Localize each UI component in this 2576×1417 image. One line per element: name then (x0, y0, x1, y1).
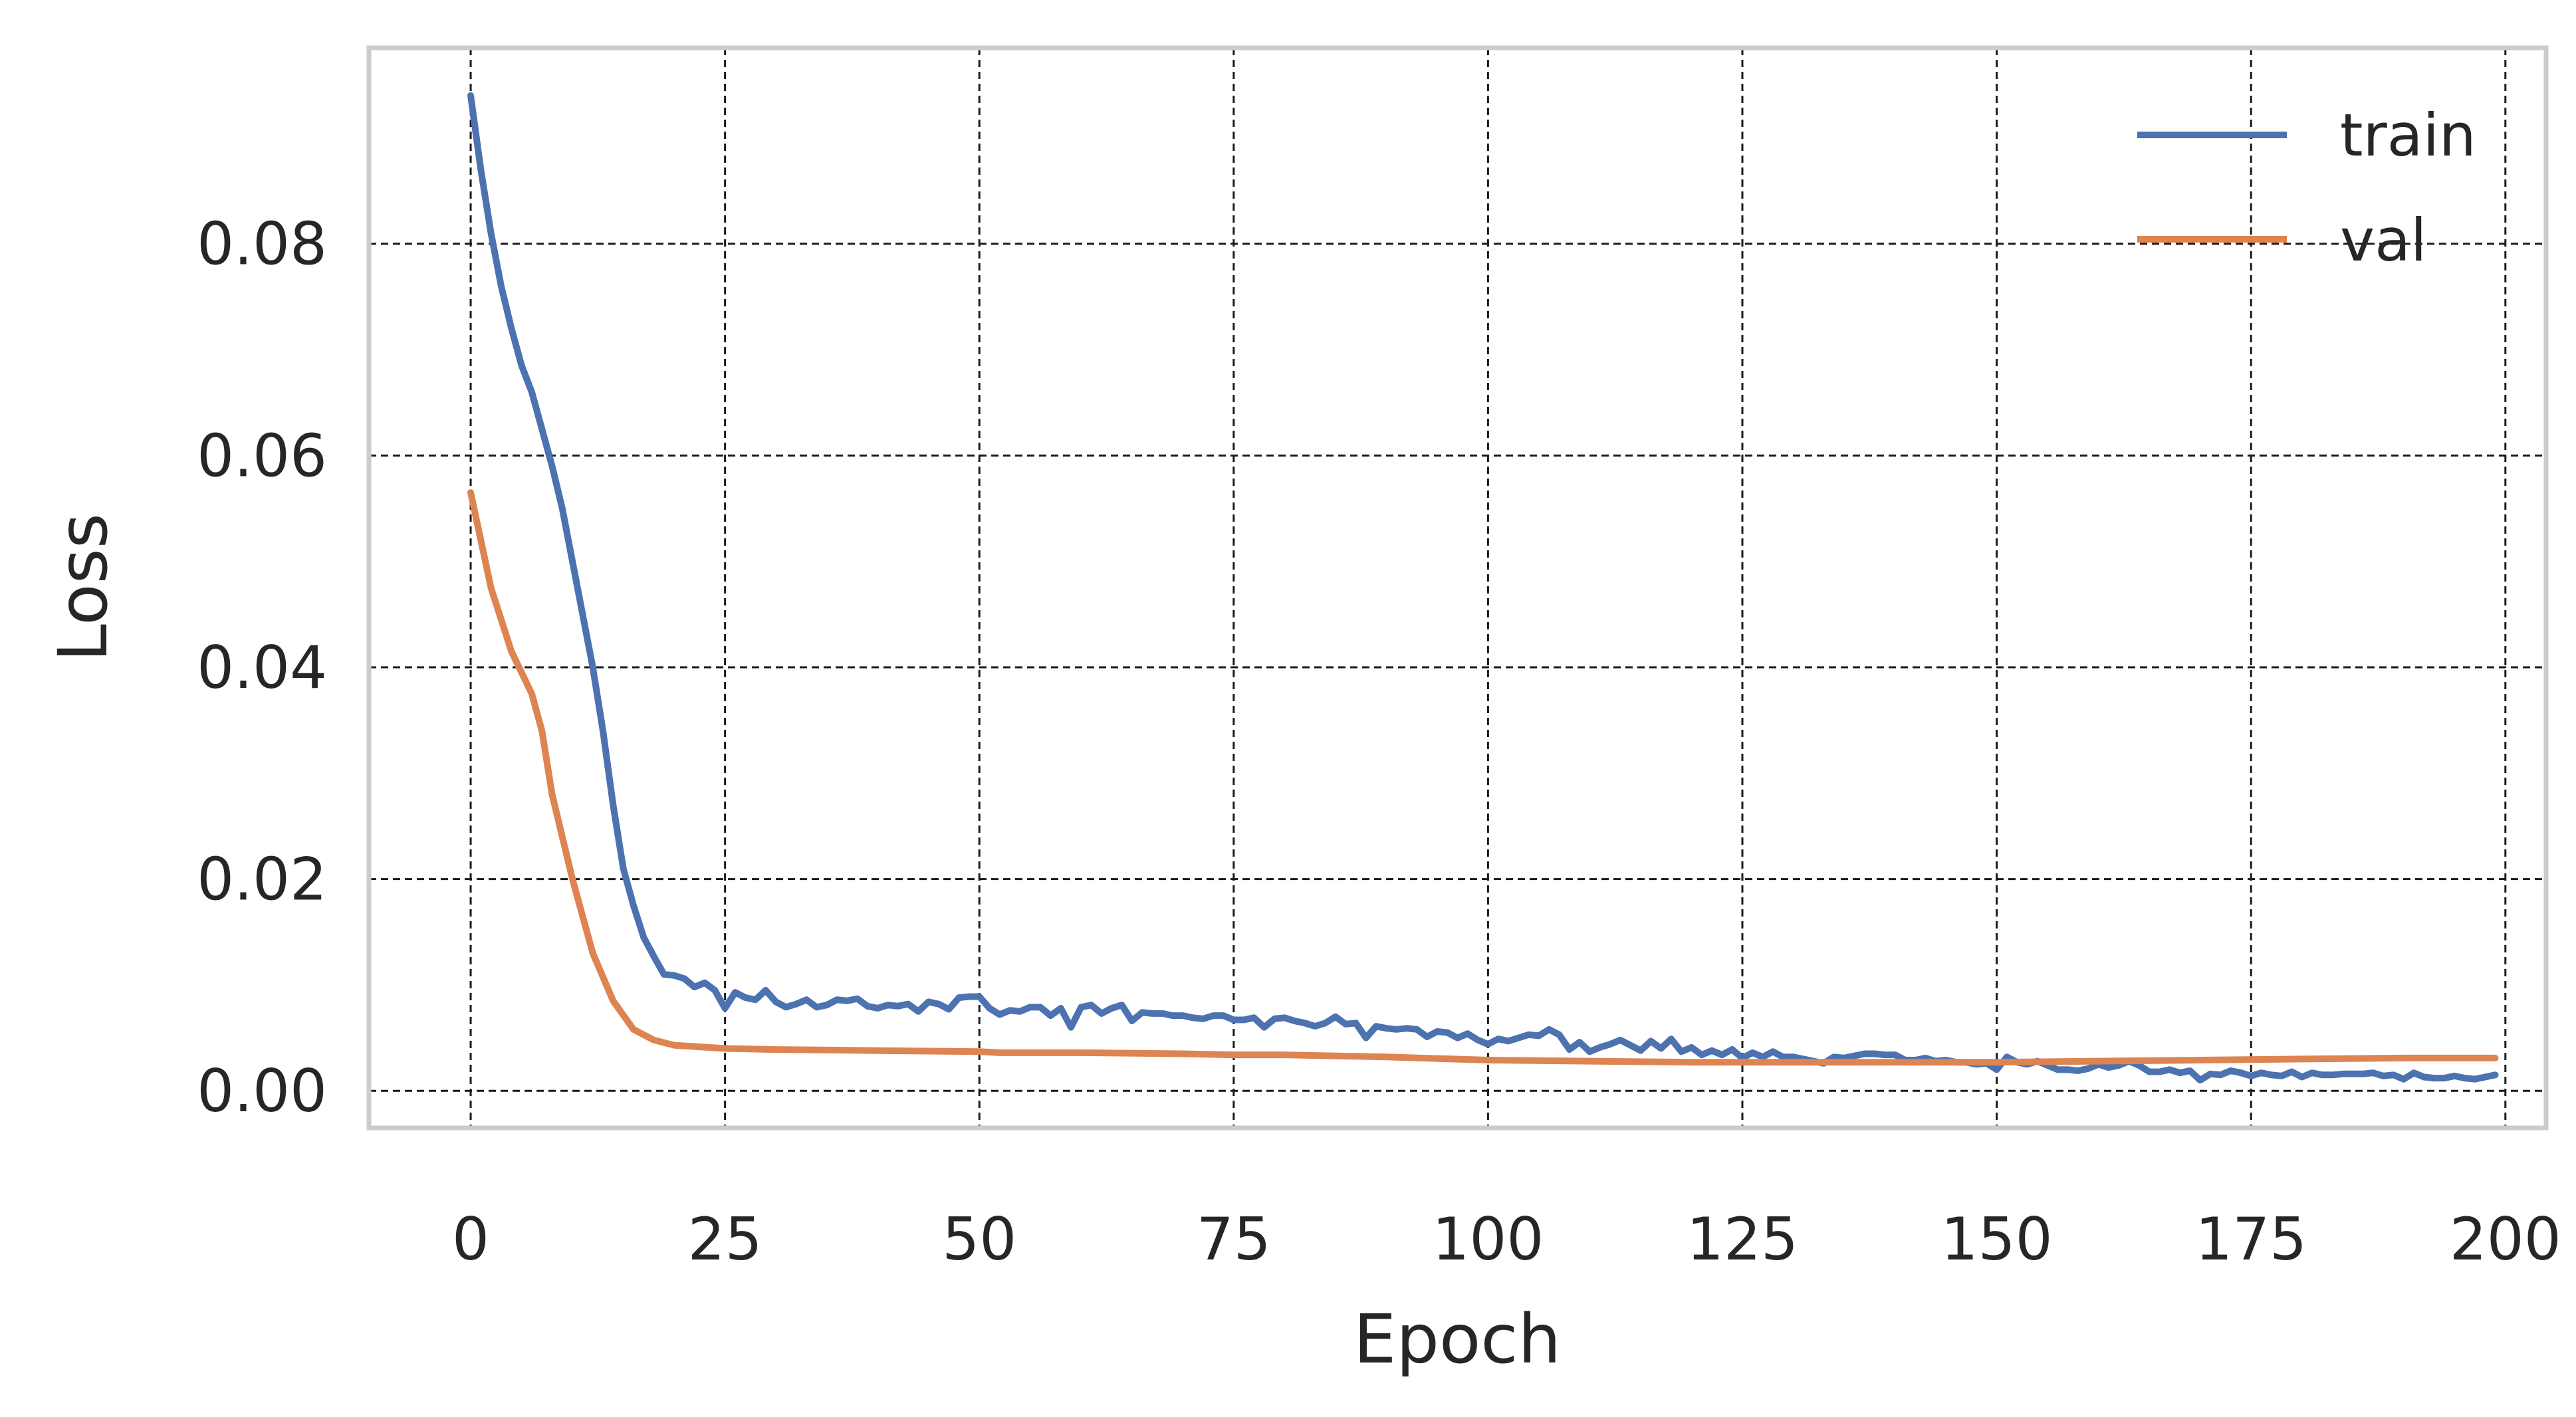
series-line-val (467, 489, 2499, 1066)
y-tick-label: 0.08 (197, 210, 327, 278)
y-tick-label: 0.00 (197, 1057, 327, 1125)
x-tick-label: 50 (942, 1205, 1016, 1273)
x-axis-ticks: 0 25 50 75 100 125 150 175 200 (452, 1205, 2561, 1273)
legend-label-val: val (2340, 206, 2426, 274)
x-tick-label: 175 (2195, 1205, 2307, 1273)
series-line-train (467, 92, 2499, 1084)
x-tick-label: 25 (688, 1205, 762, 1273)
x-tick-label: 100 (1432, 1205, 1544, 1273)
x-axis-label: Epoch (1353, 1300, 1561, 1379)
plot-frame (366, 45, 2549, 1131)
series-layer (467, 92, 2499, 1084)
legend: train val (2137, 101, 2476, 274)
y-tick-label: 0.04 (197, 633, 327, 702)
x-tick-label: 125 (1687, 1205, 1798, 1273)
y-tick-label: 0.06 (197, 421, 327, 490)
x-tick-label: 75 (1197, 1205, 1271, 1273)
x-tick-label: 0 (452, 1205, 489, 1273)
y-axis-label: Loss (44, 513, 123, 662)
x-tick-label: 200 (2450, 1205, 2561, 1273)
y-axis-ticks: 0.00 0.02 0.04 0.06 0.08 (197, 210, 327, 1126)
y-tick-label: 0.02 (197, 845, 327, 914)
grid (369, 48, 2546, 1128)
x-tick-label: 150 (1941, 1205, 2053, 1273)
legend-label-train: train (2340, 101, 2476, 169)
